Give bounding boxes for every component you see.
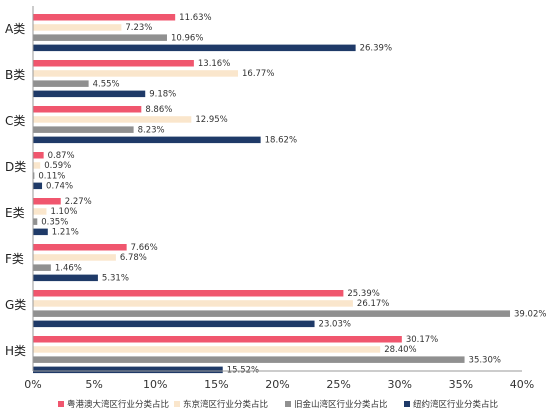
data-label: 8.23%	[138, 125, 165, 135]
bar	[33, 320, 315, 328]
category-label: A类	[5, 22, 25, 36]
data-label: 5.31%	[102, 274, 129, 284]
legend-swatch	[285, 401, 291, 407]
data-label: 16.77%	[242, 69, 274, 79]
data-label: 23.03%	[319, 320, 351, 330]
bar	[33, 218, 38, 225]
bar	[33, 274, 98, 282]
x-tick-label: 35%	[449, 378, 473, 391]
legend-label: 纽约湾区行业分类占比	[413, 399, 498, 410]
legend-label: 东京湾区行业分类占比	[183, 399, 268, 410]
bar	[33, 366, 223, 374]
category-label: D类	[5, 160, 26, 174]
bars-layer: A类 11.63% 7.23% 10.96% 26.39% B类 13.16% 16.77% 4…	[5, 13, 546, 376]
x-axis: 0% 5% 10% 15% 20% 25% 30% 35% 40%	[24, 6, 534, 391]
bar	[33, 346, 381, 353]
data-label: 30.17%	[406, 335, 438, 345]
data-label: 2.27%	[65, 197, 92, 207]
legend-label: 旧金山湾区行业分类占比	[294, 399, 388, 410]
category-label: F类	[5, 252, 24, 266]
data-label: 18.62%	[265, 136, 297, 146]
x-tick-label: 40%	[510, 378, 534, 391]
data-label: 0.11%	[38, 171, 65, 181]
bar	[33, 126, 134, 133]
bar	[33, 60, 194, 67]
legend: 粤港澳大湾区行业分类占比 东京湾区行业分类占比 旧金山湾区行业分类占比 纽约湾区行业分…	[58, 399, 498, 410]
category-label: H类	[5, 344, 26, 358]
bar	[33, 336, 402, 343]
legend-swatch	[174, 401, 180, 407]
bar	[33, 264, 51, 271]
bar	[33, 24, 122, 31]
bar	[33, 208, 47, 215]
data-label: 1.21%	[52, 228, 79, 238]
legend-label: 粤港澳大湾区行业分类占比	[67, 399, 169, 410]
bar	[33, 228, 48, 236]
data-label: 0.59%	[44, 161, 71, 171]
data-label: 13.16%	[198, 59, 230, 69]
bar	[33, 14, 176, 21]
data-label: 9.18%	[149, 90, 176, 100]
bar	[33, 90, 146, 98]
data-label: 39.02%	[514, 309, 546, 319]
data-label: 8.86%	[145, 105, 172, 115]
bar	[33, 182, 43, 190]
data-label: 7.23%	[125, 23, 152, 33]
data-label: 35.30%	[469, 355, 501, 365]
data-label: 7.66%	[131, 243, 158, 253]
bar	[33, 162, 41, 169]
category-label: C类	[5, 114, 25, 128]
bar	[33, 198, 61, 205]
data-label: 4.55%	[93, 79, 120, 89]
data-label: 28.40%	[384, 345, 416, 355]
bar	[33, 310, 511, 317]
category-label: G类	[5, 298, 26, 312]
legend-swatch	[58, 401, 64, 407]
bar	[33, 106, 142, 113]
data-label: 0.35%	[41, 217, 68, 227]
data-label: 1.10%	[50, 207, 77, 217]
data-label: 26.39%	[360, 44, 392, 54]
bar	[33, 356, 465, 363]
bar	[33, 44, 356, 52]
bar	[33, 152, 44, 159]
data-label: 12.95%	[195, 115, 227, 125]
x-tick-label: 10%	[143, 378, 167, 391]
bar	[33, 116, 192, 123]
bar	[33, 254, 116, 261]
bar	[33, 172, 35, 179]
legend-swatch	[404, 401, 410, 407]
x-tick-label: 25%	[326, 378, 350, 391]
x-tick-label: 0%	[24, 378, 41, 391]
data-label: 1.46%	[55, 263, 82, 273]
x-tick-label: 30%	[388, 378, 412, 391]
bar	[33, 80, 89, 87]
data-label: 11.63%	[179, 13, 211, 23]
data-label: 6.78%	[120, 253, 147, 263]
bar	[33, 244, 127, 251]
bar	[33, 136, 261, 144]
data-label: 25.39%	[347, 289, 379, 299]
data-label: 0.74%	[46, 182, 73, 192]
bar	[33, 290, 344, 297]
bar	[33, 300, 353, 307]
bar	[33, 34, 167, 41]
data-label: 0.87%	[48, 151, 75, 161]
bar	[33, 70, 239, 77]
category-label: E类	[5, 206, 25, 220]
data-label: 10.96%	[171, 33, 203, 43]
x-tick-label: 20%	[265, 378, 289, 391]
category-label: B类	[5, 68, 25, 82]
x-tick-label: 5%	[85, 378, 102, 391]
data-label: 26.17%	[357, 299, 389, 309]
x-tick-label: 15%	[204, 378, 228, 391]
